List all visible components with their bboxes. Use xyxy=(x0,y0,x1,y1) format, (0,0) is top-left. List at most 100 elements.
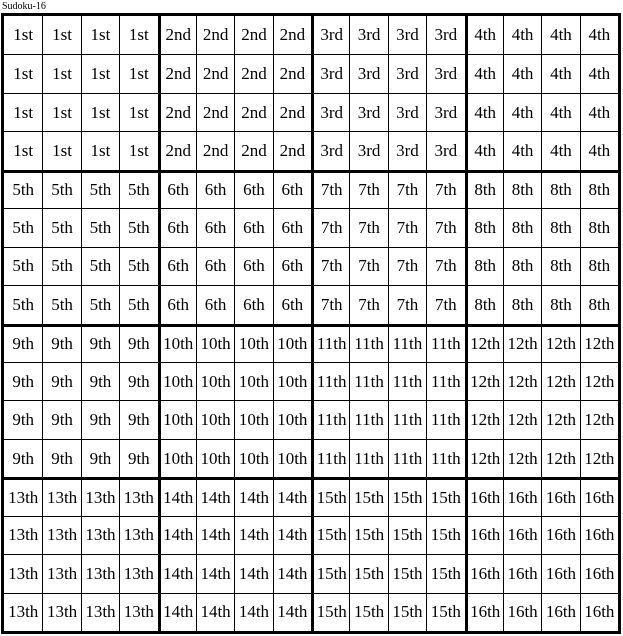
grid-cell: 10th xyxy=(272,361,311,401)
grid-cell: 3rd xyxy=(426,131,465,170)
grid-cell: 2nd xyxy=(272,16,311,55)
grid-cell: 5th xyxy=(119,169,158,209)
grid-cell: 13th xyxy=(119,515,158,555)
grid-cell: 5th xyxy=(80,208,120,247)
grid-cell: 3rd xyxy=(311,131,350,170)
grid-cell: 6th xyxy=(157,246,196,286)
grid-cell: 2nd xyxy=(157,92,196,132)
grid-cell: 13th xyxy=(42,592,81,631)
grid-cell: 8th xyxy=(579,246,618,286)
grid-cell: 14th xyxy=(272,477,311,516)
grid-cell: 8th xyxy=(502,169,542,209)
grid-cell: 15th xyxy=(311,477,350,516)
grid-cell: 15th xyxy=(349,477,388,516)
grid-cell: 16th xyxy=(541,554,580,593)
grid-cell: 11th xyxy=(387,361,427,401)
grid-cell: 9th xyxy=(119,323,158,362)
grid-cell: 14th xyxy=(157,477,196,516)
grid-cell: 12th xyxy=(541,400,580,439)
grid-cell: 1st xyxy=(80,131,120,170)
grid-cell: 10th xyxy=(272,438,311,478)
grid-cell: 12th xyxy=(579,323,618,362)
grid-cell: 1st xyxy=(13,25,34,45)
grid-cell: 15th xyxy=(349,554,388,593)
grid-cell: 6th xyxy=(272,169,311,209)
grid-cell: 15th xyxy=(426,515,465,555)
grid-cell: 13th xyxy=(119,477,158,516)
grid-cell: 1st xyxy=(119,54,158,93)
grid-cell: 9th xyxy=(42,361,81,401)
grid-cell: 12th xyxy=(502,438,542,478)
grid-cell: 2nd xyxy=(195,131,235,170)
sudoku-grid: 1st 1st 1st 1st 2nd 2nd 2nd 2nd 3rd 3rd 3rd 3rd 4th 4… xyxy=(1,13,621,634)
grid-cell: 5th xyxy=(119,208,158,247)
grid-cell: 1st xyxy=(80,54,120,93)
grid-cell: 13th xyxy=(4,515,43,554)
grid-cell: 3rd xyxy=(387,92,427,132)
grid-cell: 11th xyxy=(387,400,427,439)
grid-cell: 2nd xyxy=(272,92,311,132)
grid-cell: 2nd xyxy=(272,54,311,93)
grid-cell: 8th xyxy=(541,208,580,247)
grid-cell: 1st xyxy=(80,92,120,132)
grid-cell: 15th xyxy=(311,592,350,631)
grid-cell: 1st xyxy=(119,131,158,170)
grid-cell: 15th xyxy=(387,592,427,631)
grid-cell: 15th xyxy=(387,515,427,555)
grid-cell: 7th xyxy=(349,169,388,209)
grid-cell: 4th xyxy=(579,131,618,170)
grid-cell: 7th xyxy=(387,246,427,286)
grid-cell: 9th xyxy=(80,323,120,362)
grid-cell: 7th xyxy=(426,246,465,286)
grid-cell: 14th xyxy=(195,554,235,593)
grid-cell: 13th xyxy=(42,515,81,555)
grid-cell: 12th xyxy=(464,323,503,362)
grid-cell: 2nd xyxy=(157,16,196,55)
grid-cell: 3rd xyxy=(426,92,465,132)
grid-cell: 14th xyxy=(234,515,273,555)
grid-cell: 16th xyxy=(464,592,503,631)
grid-cell: 12th xyxy=(464,438,503,478)
grid-cell: 1st xyxy=(42,92,81,132)
grid-cell: 2nd xyxy=(234,16,272,55)
grid-cell: 2nd xyxy=(195,92,235,132)
grid-cell: 7th xyxy=(426,208,465,247)
page-title: Sudoku-16 xyxy=(2,1,46,12)
grid-cell: 1st xyxy=(4,92,43,131)
grid-cell: 6th xyxy=(195,169,235,209)
grid-cell: 12th xyxy=(541,361,580,401)
grid-cell: 10th xyxy=(234,438,273,478)
grid-cell: 12th xyxy=(464,400,503,439)
grid-cell: 15th xyxy=(349,592,388,631)
grid-cell: 8th xyxy=(579,169,618,209)
grid-cell: 7th xyxy=(311,246,350,286)
grid-cell: 15th xyxy=(349,515,388,555)
grid-cell: 12th xyxy=(579,361,618,401)
grid-cell: 13th xyxy=(80,515,120,555)
grid-cell: 11th xyxy=(349,438,388,478)
grid-cell: 5th xyxy=(80,246,120,286)
grid-cell: 6th xyxy=(234,285,273,324)
grid-cell: 11th xyxy=(349,361,388,401)
grid-cell: 14th xyxy=(195,515,235,555)
grid-cell: 1st xyxy=(119,92,158,132)
grid-cell: 7th xyxy=(311,169,350,209)
grid-cell: 10th xyxy=(195,400,235,439)
grid-cell: 7th xyxy=(387,208,427,247)
grid-cell: 16th xyxy=(502,477,542,516)
grid-cell: 9th xyxy=(42,400,81,439)
grid-cell: 7th xyxy=(349,285,388,324)
grid-cell: 3rd xyxy=(311,16,349,55)
grid-cell: 2nd xyxy=(157,54,196,93)
grid-cell: 11th xyxy=(349,400,388,439)
grid-cell: 4th xyxy=(579,54,618,93)
grid-cell: 13th xyxy=(80,554,120,593)
grid-cell: 1st xyxy=(4,54,43,92)
grid-cell: 3rd xyxy=(349,131,388,170)
grid-cell: 10th xyxy=(195,438,235,478)
grid-cell: 3rd xyxy=(387,16,426,55)
grid-cell: 12th xyxy=(541,438,580,478)
grid-cell: 13th xyxy=(42,554,81,593)
grid-cell: 4th xyxy=(464,54,503,93)
grid-cell: 4th xyxy=(464,16,503,55)
